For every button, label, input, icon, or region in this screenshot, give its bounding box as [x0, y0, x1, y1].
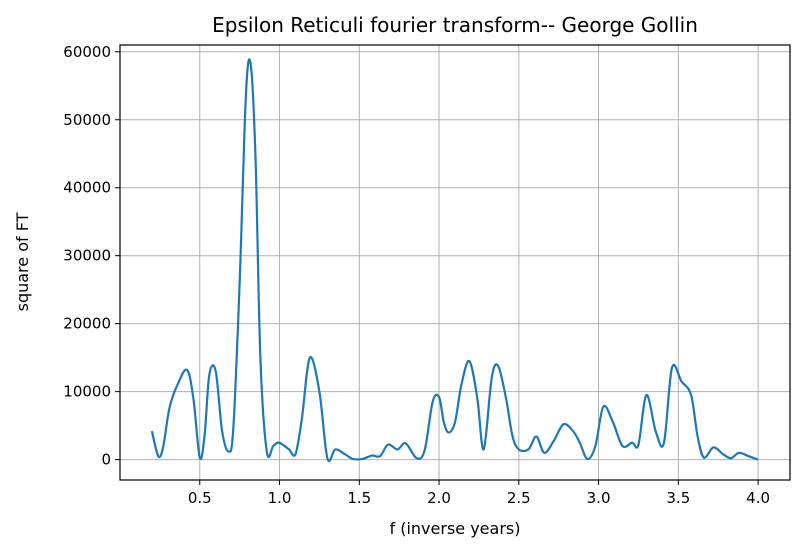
y-tick-label: 30000 [63, 247, 111, 265]
y-tick-label: 10000 [63, 383, 111, 401]
chart-title: Epsilon Reticuli fourier transform-- Geo… [212, 13, 698, 37]
y-axis-label: square of FT [13, 212, 32, 311]
ft-series-line [150, 58, 759, 463]
series-group [150, 58, 759, 463]
x-axis-ticks: 0.5 1.0 1.5 2.0 2.5 3.0 3.5 4.0 [188, 480, 770, 507]
x-tick-label: 1.0 [268, 489, 292, 507]
y-tick-label: 60000 [63, 43, 111, 61]
y-tick-label: 40000 [63, 179, 111, 197]
y-tick-label: 0 [101, 451, 111, 469]
grid-lines [120, 45, 790, 480]
x-tick-label: 3.5 [666, 489, 690, 507]
x-tick-label: 2.0 [427, 489, 451, 507]
x-tick-label: 1.5 [347, 489, 371, 507]
x-axis-label: f (inverse years) [390, 519, 521, 538]
x-tick-label: 4.0 [746, 489, 770, 507]
y-axis-ticks: 0 10000 20000 30000 40000 50000 60000 [63, 43, 120, 469]
x-tick-label: 0.5 [188, 489, 212, 507]
y-tick-label: 50000 [63, 111, 111, 129]
plot-frame [119, 44, 791, 481]
x-tick-label: 3.0 [587, 489, 611, 507]
y-tick-label: 20000 [63, 315, 111, 333]
x-tick-label: 2.5 [507, 489, 531, 507]
